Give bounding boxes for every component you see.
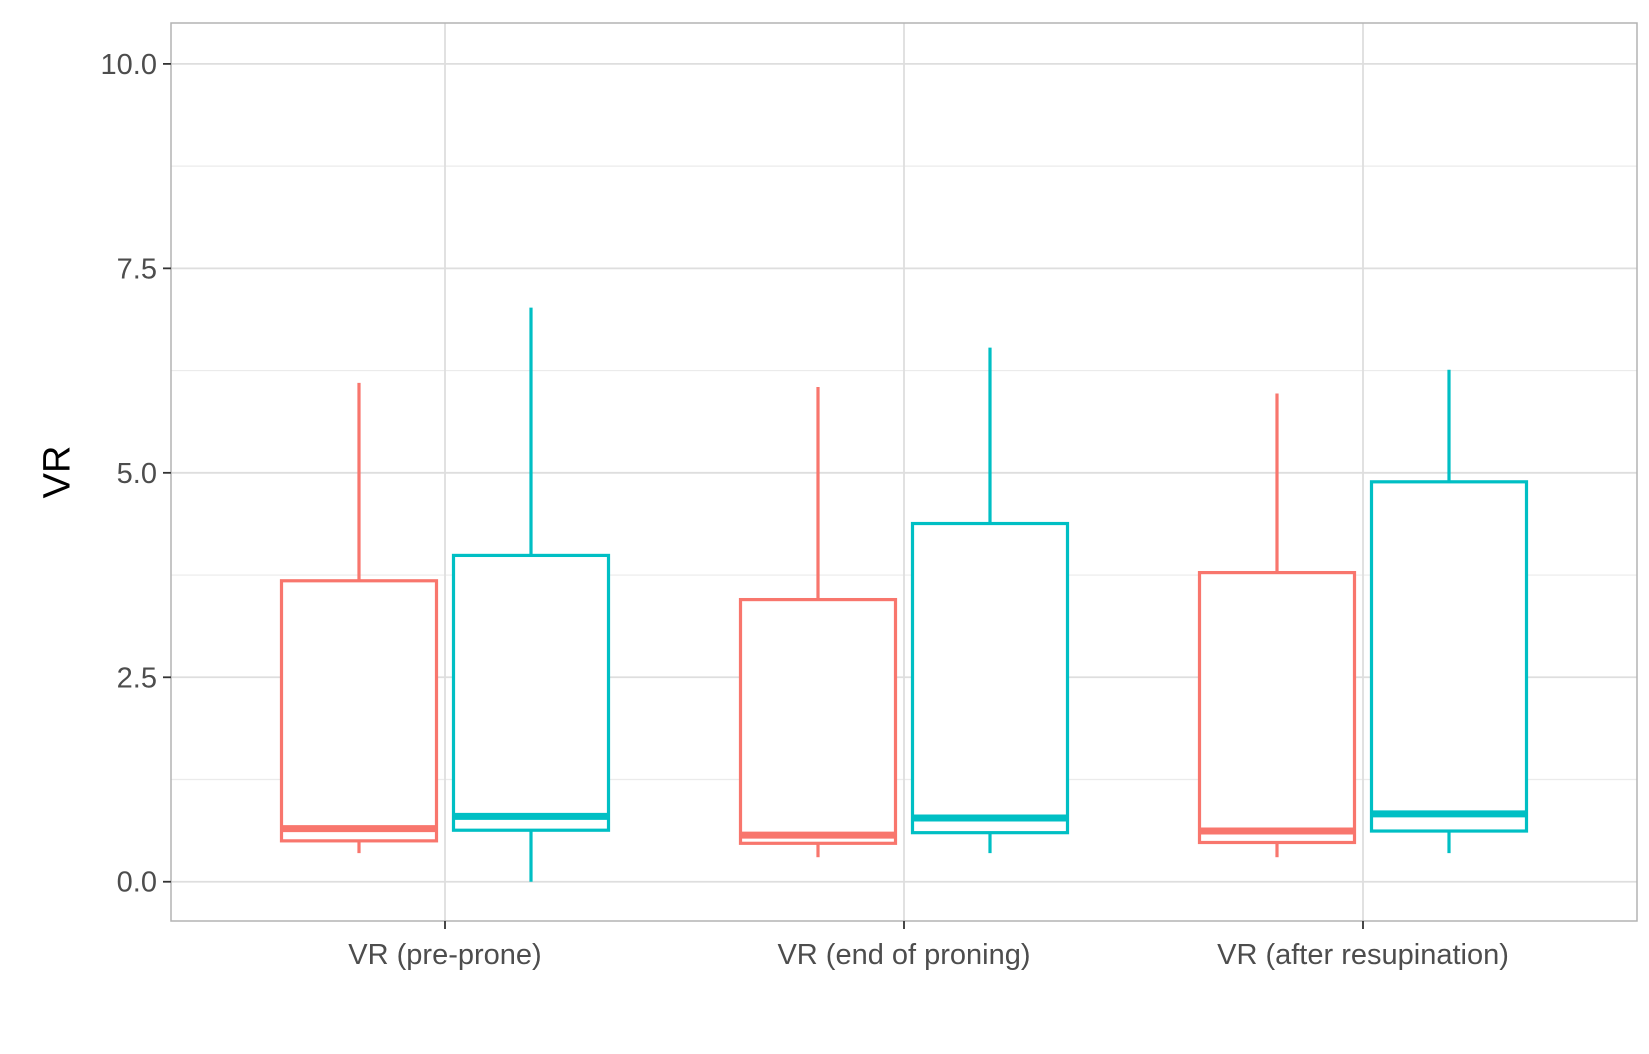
x-tick-label: VR (pre-prone): [348, 939, 541, 971]
box-group: [1369, 369, 1529, 854]
box-group: [279, 382, 439, 854]
box-layer: [279, 307, 1529, 882]
box-group: [1197, 393, 1357, 858]
y-axis-title: VR: [36, 446, 78, 499]
y-tick-label: 7.5: [117, 253, 157, 285]
box-iqr: [910, 521, 1070, 835]
x-tick-label: VR (after resupination): [1217, 939, 1509, 971]
y-tick-label: 0.0: [117, 867, 157, 899]
box-iqr: [1369, 480, 1529, 833]
box-group: [910, 347, 1070, 854]
box-group: [738, 386, 898, 858]
tick-layer: 0.0 2.5 5.0 7.5 10.0 VR (pre-prone) VR (end of…: [101, 49, 1509, 971]
box-iqr: [738, 597, 898, 845]
y-tick-label: 2.5: [117, 662, 157, 694]
box-iqr: [451, 553, 611, 832]
y-tick-label: 10.0: [101, 49, 157, 81]
x-tick-label: VR (end of proning): [777, 939, 1030, 971]
box-iqr: [1197, 570, 1357, 845]
box-iqr: [279, 579, 439, 843]
box-group: [451, 307, 611, 882]
y-tick-label: 5.0: [117, 458, 157, 490]
